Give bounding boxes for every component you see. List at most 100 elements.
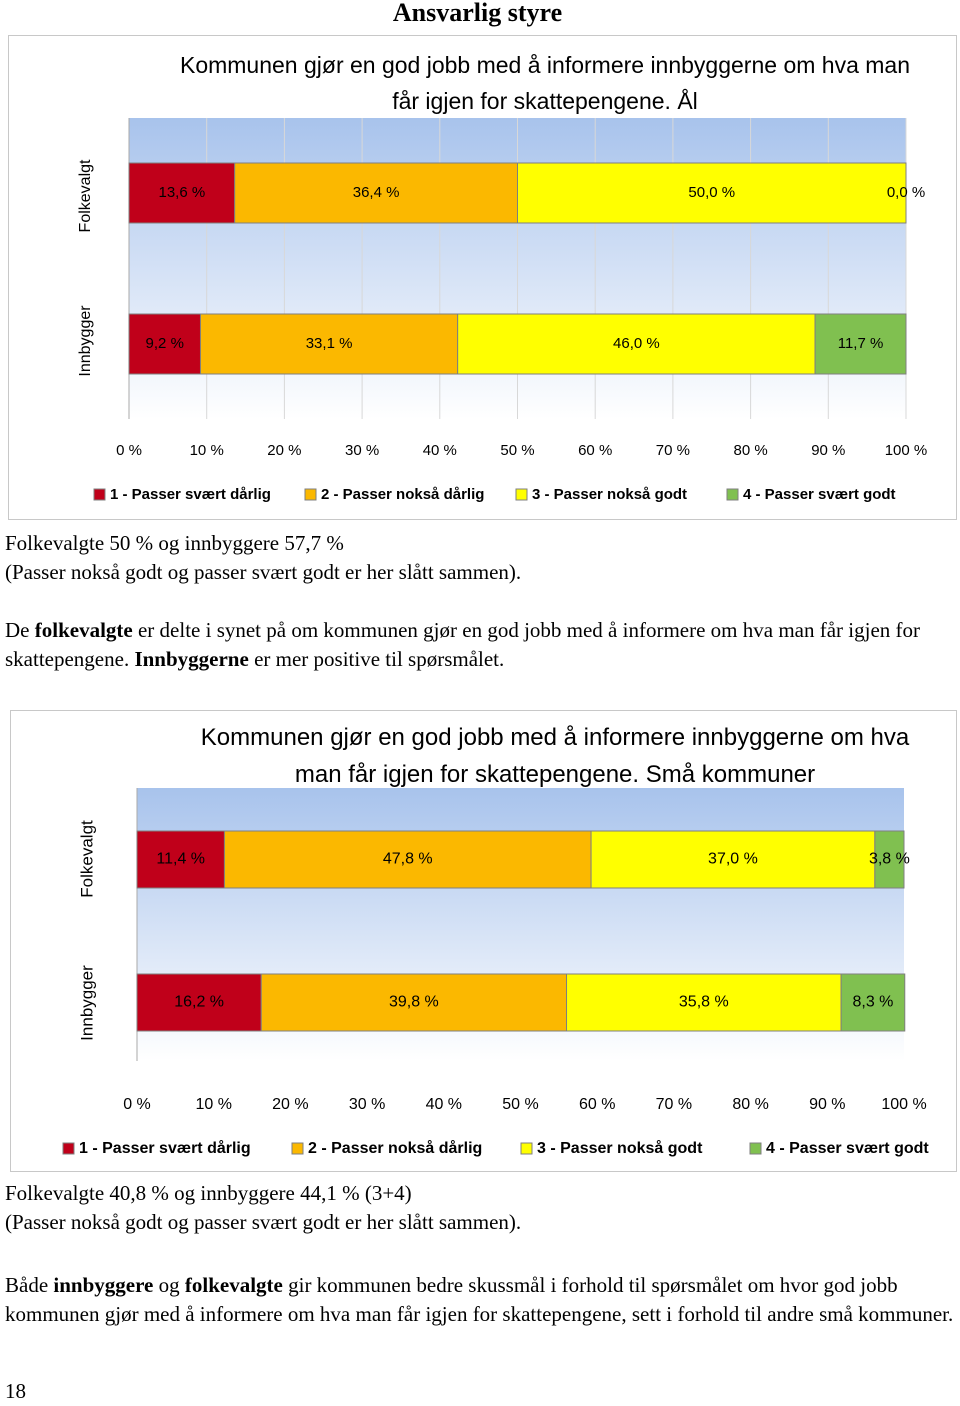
value-label: 35,8 %	[679, 994, 729, 1011]
value-label: 3,8 %	[869, 851, 910, 868]
bar-segment	[128, 162, 236, 224]
x-tick-label: 90 %	[809, 1096, 845, 1113]
text-run: folkevalgte	[34, 618, 133, 642]
chart-svg: 0 % 10 % 20 % 30 % 40 % 50 % 60 % 70 % 80 % 90 % 1…	[77, 118, 928, 503]
x-tick-label: 80 %	[733, 442, 767, 459]
text-run: Både	[5, 1273, 54, 1297]
category-label: Innbygger	[77, 305, 94, 377]
x-tick-label: 10 %	[195, 1096, 231, 1113]
note-line: (Passer nokså godt og passer svært godt …	[5, 1210, 522, 1234]
legend-label: 1 - Passer svært dårlig	[79, 1139, 251, 1157]
legend-swatch	[520, 1142, 533, 1155]
category-label: Innbygger	[77, 965, 96, 1041]
chart-title: Kommunen gjør en god jobb med å informer…	[179, 52, 910, 114]
x-tick-label: 40 %	[426, 1096, 462, 1113]
value-label: 50,0 %	[688, 184, 735, 201]
category-label: Folkevalgt	[77, 159, 94, 232]
legend-swatch	[304, 488, 317, 501]
x-tick-label: 100 %	[885, 442, 928, 459]
value-label: 36,4 %	[353, 184, 400, 201]
bar-segment	[234, 162, 518, 224]
x-tick-label: 30 %	[349, 1096, 385, 1113]
value-label: 11,7 %	[838, 335, 884, 352]
value-label: 46,0 %	[613, 335, 660, 352]
value-label: 37,0 %	[708, 851, 758, 868]
value-label: 11,4 %	[156, 851, 205, 868]
chart: 0 % 10 % 20 % 30 % 40 % 50 % 60 % 70 % 80 % 90 % 1…	[10, 710, 957, 1172]
x-tick-label: 50 %	[502, 1096, 538, 1113]
legend-swatch	[93, 488, 106, 501]
legend-label: 4 - Passer svært godt	[766, 1140, 929, 1157]
bar-segment	[457, 313, 816, 375]
legend-swatch	[62, 1142, 75, 1155]
bar-segment	[590, 830, 876, 889]
text-run: og	[153, 1273, 185, 1297]
text-run: innbyggere	[53, 1273, 154, 1297]
x-tick-label: 80 %	[732, 1096, 768, 1113]
legend-label: 2 - Passer nokså dårlig	[321, 486, 484, 503]
x-tick-label: 60 %	[579, 1096, 615, 1113]
x-tick-label: 70 %	[656, 442, 690, 459]
text-run: De	[5, 618, 35, 642]
value-label: 47,8 %	[383, 851, 433, 868]
heading: Ansvarlig styre	[392, 0, 563, 27]
paragraph: De folkevalgte er delte i synet på om ko…	[5, 616, 955, 674]
legend-swatch	[291, 1142, 304, 1155]
note-line: Folkevalgte 40,8 % og innbyggere 44,1 % …	[5, 1181, 412, 1205]
chart: 0 % 10 % 20 % 30 % 40 % 50 % 60 % 70 % 80 % 90 % 1…	[8, 35, 957, 520]
bar-segment	[199, 313, 459, 375]
chart-svg: 0 % 10 % 20 % 30 % 40 % 50 % 60 % 70 % 80 % 90 % 1…	[62, 788, 929, 1157]
x-tick-label: 40 %	[423, 442, 457, 459]
page-number: 18	[5, 1379, 26, 1403]
value-label: 39,8 %	[389, 994, 439, 1011]
legend-label: 2 - Passer nokså dårlig	[308, 1139, 482, 1157]
legend-swatch	[726, 488, 739, 501]
text-run: er mer positive til spørsmålet.	[248, 647, 505, 671]
x-tick-label: 30 %	[345, 442, 379, 459]
text-run: folkevalgte	[184, 1273, 283, 1297]
legend-label: 3 - Passer nokså godt	[532, 486, 687, 503]
text-run: gir kommunen bedre skussmål i forhold ti…	[5, 1273, 954, 1326]
bar-segment	[223, 830, 592, 889]
text-run: er delte i synet på om kommunen gjør en …	[5, 618, 921, 671]
bar-segment	[814, 313, 907, 375]
paragraph: Både innbyggere og folkevalgte gir kommu…	[5, 1271, 955, 1329]
bar-segment	[128, 313, 201, 375]
note: Folkevalgte 40,8 % og innbyggere 44,1 % …	[5, 1179, 955, 1237]
bar-segment	[136, 830, 225, 889]
bar-segment	[566, 973, 842, 1032]
value-label: 13,6 %	[158, 184, 205, 201]
value-label: 9,2 %	[146, 335, 184, 352]
x-tick-label: 20 %	[267, 442, 301, 459]
x-tick-label: 0 %	[123, 1096, 151, 1113]
bar-segment	[136, 973, 262, 1032]
note: Folkevalgte 50 % og innbyggere 57,7 % (P…	[5, 529, 955, 587]
x-tick-label: 100 %	[881, 1096, 926, 1113]
value-label: 33,1 %	[306, 335, 353, 352]
x-tick-label: 10 %	[190, 442, 224, 459]
legend-label: 1 - Passer svært dårlig	[110, 486, 271, 503]
bar-segment	[840, 973, 906, 1032]
value-label: 8,3 %	[852, 994, 893, 1011]
x-tick-label: 0 %	[116, 442, 142, 459]
bar-segment	[874, 830, 905, 889]
note-line: Folkevalgte 50 % og innbyggere 57,7 %	[5, 531, 344, 555]
x-tick-label: 60 %	[578, 442, 612, 459]
bar-segment	[260, 973, 568, 1032]
x-tick-label: 70 %	[656, 1096, 692, 1113]
legend-label: 3 - Passer nokså godt	[537, 1139, 703, 1157]
category-label: Folkevalgt	[77, 820, 96, 898]
legend-swatch	[749, 1142, 762, 1155]
text-run: Innbyggerne	[134, 647, 249, 671]
note-line: (Passer nokså godt og passer svært godt …	[5, 560, 522, 584]
legend-label: 4 - Passer svært godt	[743, 486, 896, 503]
value-label: 0,0 %	[887, 184, 925, 201]
x-tick-label: 50 %	[500, 442, 534, 459]
bar-segment	[517, 162, 907, 224]
x-tick-label: 20 %	[272, 1096, 308, 1113]
x-tick-label: 90 %	[811, 442, 845, 459]
legend-swatch	[515, 488, 528, 501]
value-label: 16,2 %	[174, 994, 224, 1011]
chart-title: Kommunen gjør en god jobb med å informer…	[200, 724, 910, 789]
